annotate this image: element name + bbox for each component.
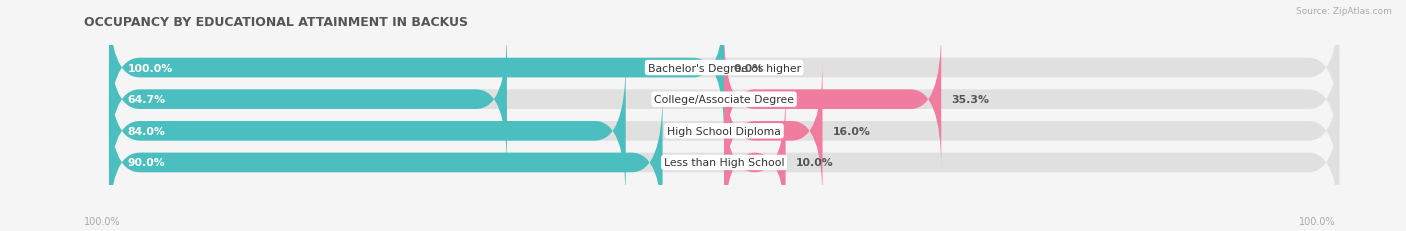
Text: 100.0%: 100.0% xyxy=(84,216,121,226)
FancyBboxPatch shape xyxy=(724,94,786,231)
Text: 0.0%: 0.0% xyxy=(734,63,765,73)
Text: 35.3%: 35.3% xyxy=(950,95,988,105)
Text: 64.7%: 64.7% xyxy=(128,95,166,105)
FancyBboxPatch shape xyxy=(110,31,508,169)
Text: OCCUPANCY BY EDUCATIONAL ATTAINMENT IN BACKUS: OCCUPANCY BY EDUCATIONAL ATTAINMENT IN B… xyxy=(84,16,468,29)
Text: Bachelor's Degree or higher: Bachelor's Degree or higher xyxy=(648,63,800,73)
Text: 90.0%: 90.0% xyxy=(128,158,165,168)
FancyBboxPatch shape xyxy=(110,94,662,231)
Text: 84.0%: 84.0% xyxy=(128,126,166,136)
FancyBboxPatch shape xyxy=(110,31,1339,169)
Text: High School Diploma: High School Diploma xyxy=(668,126,780,136)
FancyBboxPatch shape xyxy=(110,0,724,137)
FancyBboxPatch shape xyxy=(110,62,626,200)
Text: Source: ZipAtlas.com: Source: ZipAtlas.com xyxy=(1296,7,1392,16)
FancyBboxPatch shape xyxy=(110,62,1339,200)
Text: 16.0%: 16.0% xyxy=(832,126,870,136)
FancyBboxPatch shape xyxy=(110,0,1339,137)
FancyBboxPatch shape xyxy=(724,62,823,200)
Text: Less than High School: Less than High School xyxy=(664,158,785,168)
FancyBboxPatch shape xyxy=(110,94,1339,231)
Text: College/Associate Degree: College/Associate Degree xyxy=(654,95,794,105)
Text: 100.0%: 100.0% xyxy=(128,63,173,73)
Text: 10.0%: 10.0% xyxy=(796,158,834,168)
FancyBboxPatch shape xyxy=(724,31,941,169)
Text: 100.0%: 100.0% xyxy=(1299,216,1336,226)
